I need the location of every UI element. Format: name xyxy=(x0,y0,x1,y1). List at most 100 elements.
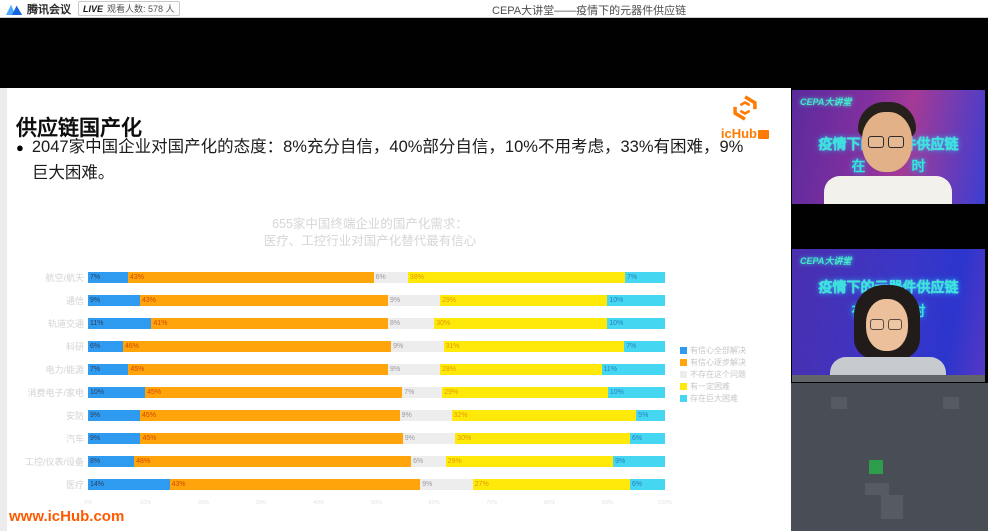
segment-value-label: 30% xyxy=(457,435,472,442)
bar-segment: 38% xyxy=(407,272,626,283)
bar-segment: 6% xyxy=(411,456,446,467)
chart-row: 消费电子/家电 10% 45% 7% 29% 10% xyxy=(10,381,670,404)
bar-segment: 27% xyxy=(472,479,631,490)
bar-segment: 8% xyxy=(88,456,135,467)
bar-segment: 29% xyxy=(445,456,614,467)
category-label: 医疗 xyxy=(65,480,84,490)
bar-segment: 32% xyxy=(451,410,637,421)
category-label: 安防 xyxy=(65,411,84,421)
speaker-2-avatar xyxy=(792,249,985,382)
segment-value-label: 38% xyxy=(409,274,424,281)
slide-title: 供应链国产化 xyxy=(16,117,142,141)
x-axis-tick: 80% xyxy=(544,500,556,506)
bar-segment: 31% xyxy=(443,341,625,352)
ichub-cube-icon xyxy=(733,95,757,121)
segment-value-label: 8% xyxy=(90,458,101,465)
chart-row: 医疗 14% 43% 9% 27% 6% xyxy=(10,473,670,496)
x-axis-tick: 30% xyxy=(255,500,267,506)
bar-segment: 9% xyxy=(88,410,140,421)
x-axis-tick: 40% xyxy=(313,500,325,506)
tencent-meeting-logo-icon xyxy=(6,4,23,15)
segment-value-label: 10% xyxy=(609,389,624,396)
video1-line2-right: 时 xyxy=(911,158,926,174)
video-tile-speaker-2[interactable]: CEPA大讲堂 疫情下的元器件供应链 在 时 xyxy=(792,249,985,382)
segment-value-label: 45% xyxy=(130,366,145,373)
legend-label: 有信心逐步解决 xyxy=(690,357,746,367)
chart-row: 电力/能源 7% 45% 9% 28% 11% xyxy=(10,358,670,381)
bar-segment: 30% xyxy=(434,318,608,329)
segment-value-label: 27% xyxy=(474,481,489,488)
segment-value-label: 6% xyxy=(632,481,643,488)
bullet-marker: ● xyxy=(16,140,24,155)
segment-value-label: 9% xyxy=(390,366,401,373)
x-axis-tick: 0% xyxy=(84,500,92,506)
segment-value-label: 30% xyxy=(436,320,451,327)
category-label: 工控/仪表/设备 xyxy=(24,457,84,467)
stacked-bar: 9% 45% 9% 32% 5% xyxy=(88,410,666,421)
legend-swatch-icon xyxy=(680,382,687,390)
chart-row: 汽车 9% 45% 9% 30% 6% xyxy=(10,427,670,450)
segment-value-label: 29% xyxy=(441,297,456,304)
segment-value-label: 9% xyxy=(393,343,404,350)
bar-segment: 7% xyxy=(88,364,129,375)
segment-value-label: 43% xyxy=(171,481,186,488)
x-axis-tick: 50% xyxy=(370,500,382,506)
stacked-bar: 14% 43% 9% 27% 6% xyxy=(88,479,665,490)
legend-item: 有一定困难 xyxy=(680,380,746,392)
bar-segment: 9% xyxy=(399,410,452,421)
speaker-1-shirt xyxy=(824,176,952,204)
bar-segment: 9% xyxy=(88,433,141,444)
artifact-block xyxy=(865,483,889,495)
segment-value-label: 7% xyxy=(90,274,101,281)
bar-segment: 9% xyxy=(391,341,444,352)
video-tile-speaker-1[interactable]: CEPA大讲堂 疫情下的元器件供应链 在 时 xyxy=(792,90,985,204)
category-label: 汽车 xyxy=(65,434,84,444)
segment-value-label: 46% xyxy=(124,343,139,350)
chart-title-line2: 医疗、工控行业对国产化替代最有信心 xyxy=(263,234,477,248)
app-name: 腾讯会议 xyxy=(27,3,71,16)
segment-value-label: 11% xyxy=(603,366,618,373)
x-axis-tick: 100% xyxy=(657,500,673,506)
bar-segment: 29% xyxy=(439,295,608,306)
segment-value-label: 9% xyxy=(404,435,415,442)
x-axis-tick: 70% xyxy=(486,500,498,506)
segment-value-label: 7% xyxy=(627,274,638,281)
bar-segment: 9% xyxy=(388,364,440,375)
chart-x-axis: 0% 10% 20% 30% 40% 50% 60% 70% 80% 90% 100% xyxy=(0,500,791,508)
x-axis-tick: 20% xyxy=(197,500,209,506)
bar-segment: 45% xyxy=(128,364,389,375)
bar-segment: 8% xyxy=(388,318,435,329)
segment-value-label: 6% xyxy=(632,435,643,442)
segment-value-label: 9% xyxy=(401,412,412,419)
segment-value-label: 6% xyxy=(90,343,101,350)
legend-item: 有信心全部解决 xyxy=(680,344,746,356)
artifact-block xyxy=(943,397,959,409)
bar-segment: 11% xyxy=(88,318,152,329)
chart-title-line1: 655家中国终端企业的国产化需求： xyxy=(272,217,468,231)
segment-value-label: 11% xyxy=(90,320,104,327)
x-axis-tick: 10% xyxy=(140,500,152,506)
segment-value-label: 45% xyxy=(142,435,157,442)
segment-value-label: 9% xyxy=(90,435,101,442)
bullet-text: 2047家中国企业对国产化的态度：8%充分自信，40%部分自信，10%不用考虑，… xyxy=(31,138,744,182)
stacked-bar: 8% 48% 6% 29% 9% xyxy=(88,456,665,467)
segment-value-label: 29% xyxy=(447,458,462,465)
segment-value-label: 43% xyxy=(129,274,144,281)
stacked-bar-chart: 航空/航天 7% 43% 6% 38% 7% 通信 9% 43% 9% 29% 10% 轨道交通 11% 4… xyxy=(10,266,670,496)
bar-segment: 43% xyxy=(139,295,389,306)
segment-value-label: 28% xyxy=(441,366,456,373)
legend-item: 不存在这个问题 xyxy=(680,368,746,380)
artifact-block xyxy=(881,495,903,519)
live-label: LIVE xyxy=(83,3,104,14)
stacked-bar: 7% 45% 9% 28% 11% xyxy=(88,364,666,375)
bar-segment: 46% xyxy=(122,341,392,352)
legend-swatch-icon xyxy=(680,358,687,366)
segment-value-label: 48% xyxy=(136,458,151,465)
segment-value-label: 9% xyxy=(90,412,101,419)
meeting-title: CEPA大讲堂——疫情下的元器件供应链 xyxy=(492,5,687,17)
segment-value-label: 14% xyxy=(90,481,105,488)
segment-value-label: 5% xyxy=(638,412,649,419)
legend-label: 有一定困难 xyxy=(690,381,730,391)
category-label: 消费电子/家电 xyxy=(27,388,84,398)
bar-segment: 10% xyxy=(607,387,665,398)
